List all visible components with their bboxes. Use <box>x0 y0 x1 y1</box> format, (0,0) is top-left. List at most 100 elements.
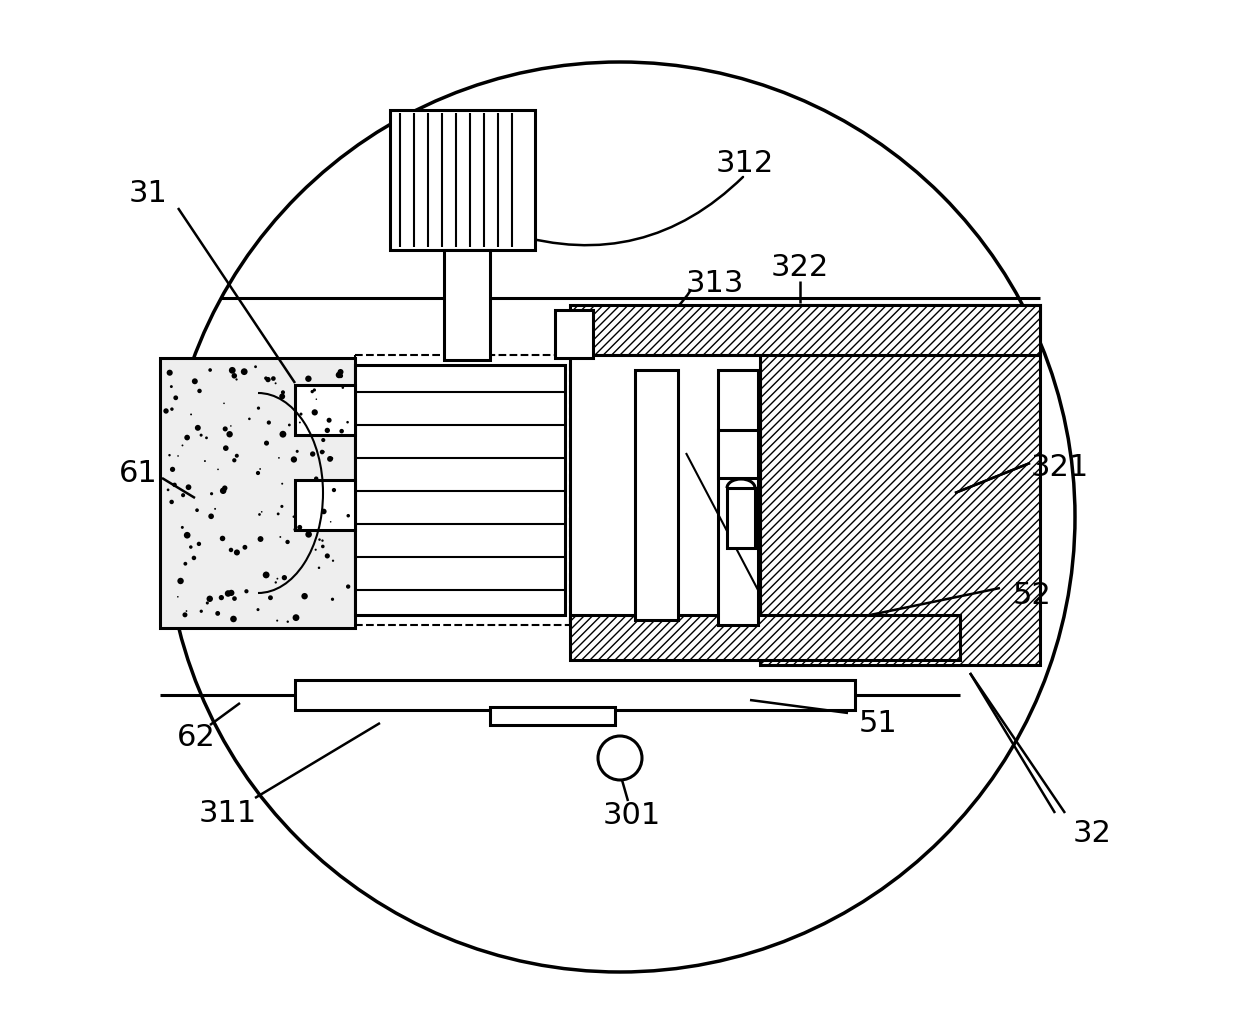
Circle shape <box>281 575 286 581</box>
Circle shape <box>207 596 213 602</box>
Bar <box>635 370 678 620</box>
Text: 52: 52 <box>1013 581 1052 609</box>
Circle shape <box>281 390 285 395</box>
Circle shape <box>279 536 281 538</box>
Circle shape <box>244 589 248 593</box>
Circle shape <box>281 482 283 484</box>
Circle shape <box>231 426 232 427</box>
Circle shape <box>254 366 257 368</box>
Circle shape <box>332 488 336 492</box>
Circle shape <box>346 585 351 589</box>
Circle shape <box>295 449 299 452</box>
Circle shape <box>294 528 296 531</box>
Circle shape <box>216 611 221 616</box>
Circle shape <box>205 436 208 439</box>
Circle shape <box>598 735 642 780</box>
Circle shape <box>257 608 259 612</box>
Circle shape <box>263 571 269 578</box>
Circle shape <box>264 440 269 445</box>
Circle shape <box>315 549 316 551</box>
Circle shape <box>277 577 278 580</box>
Bar <box>444 250 490 359</box>
Circle shape <box>185 435 190 440</box>
Circle shape <box>174 396 179 400</box>
Circle shape <box>337 369 343 375</box>
Circle shape <box>222 486 227 491</box>
Circle shape <box>330 521 331 523</box>
Circle shape <box>219 488 227 494</box>
Circle shape <box>277 512 279 515</box>
Circle shape <box>288 424 290 427</box>
Circle shape <box>192 378 198 384</box>
Text: 51: 51 <box>858 709 898 738</box>
Circle shape <box>177 456 179 457</box>
Circle shape <box>172 482 177 488</box>
Circle shape <box>195 508 198 512</box>
Circle shape <box>299 421 301 424</box>
Circle shape <box>223 445 228 451</box>
Text: 61: 61 <box>119 459 157 488</box>
Circle shape <box>166 370 172 376</box>
Circle shape <box>203 460 206 462</box>
Bar <box>570 355 760 620</box>
Circle shape <box>241 369 248 375</box>
Circle shape <box>317 566 320 569</box>
Bar <box>570 305 1040 355</box>
Circle shape <box>278 457 280 459</box>
Circle shape <box>331 598 334 601</box>
Circle shape <box>274 582 277 584</box>
Circle shape <box>315 399 317 400</box>
Circle shape <box>336 372 342 378</box>
Circle shape <box>231 616 237 622</box>
Circle shape <box>274 382 277 384</box>
Circle shape <box>320 449 325 455</box>
Circle shape <box>232 373 237 378</box>
Circle shape <box>215 508 216 510</box>
Circle shape <box>293 515 295 518</box>
Text: 311: 311 <box>198 799 257 827</box>
Circle shape <box>319 538 321 541</box>
Circle shape <box>234 453 239 458</box>
Circle shape <box>234 550 239 556</box>
Circle shape <box>305 531 312 538</box>
Bar <box>295 385 355 435</box>
Circle shape <box>267 420 272 425</box>
Circle shape <box>260 511 263 512</box>
Circle shape <box>310 451 315 457</box>
Circle shape <box>200 609 203 613</box>
Text: 32: 32 <box>1073 818 1111 847</box>
Circle shape <box>314 476 319 480</box>
Circle shape <box>325 554 330 559</box>
Circle shape <box>310 389 314 394</box>
Circle shape <box>190 413 192 415</box>
Circle shape <box>236 378 238 380</box>
Circle shape <box>255 471 260 475</box>
Circle shape <box>186 484 191 490</box>
Circle shape <box>346 420 348 424</box>
Circle shape <box>224 590 232 597</box>
Circle shape <box>325 428 330 433</box>
Circle shape <box>290 457 298 463</box>
Text: 62: 62 <box>176 723 216 752</box>
Circle shape <box>229 367 236 374</box>
Circle shape <box>300 412 303 415</box>
Circle shape <box>293 615 299 621</box>
Circle shape <box>217 469 218 470</box>
Circle shape <box>186 611 187 612</box>
Circle shape <box>232 596 237 601</box>
Circle shape <box>321 438 325 442</box>
Circle shape <box>166 489 170 492</box>
Circle shape <box>232 459 237 463</box>
Circle shape <box>170 467 175 472</box>
Circle shape <box>332 560 334 562</box>
Circle shape <box>164 408 169 413</box>
Circle shape <box>301 593 308 599</box>
Circle shape <box>339 374 343 378</box>
Circle shape <box>197 388 202 394</box>
Circle shape <box>197 541 201 546</box>
Circle shape <box>268 595 273 600</box>
Circle shape <box>305 376 311 382</box>
Circle shape <box>322 450 325 452</box>
Circle shape <box>321 508 326 514</box>
Circle shape <box>265 377 270 382</box>
